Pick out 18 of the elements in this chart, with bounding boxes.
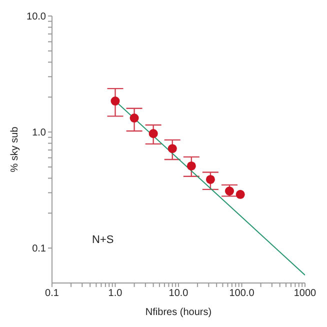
y-tick-label: 10.0 bbox=[26, 12, 46, 23]
y-tick-label: 0.1 bbox=[32, 244, 46, 255]
point bbox=[206, 174, 215, 184]
point bbox=[186, 161, 196, 170]
x-tick-label: 100.0 bbox=[229, 288, 255, 300]
point bbox=[224, 186, 234, 196]
point bbox=[130, 114, 139, 123]
point bbox=[110, 96, 120, 106]
x-axis-title: Nfibres (hours) bbox=[145, 307, 212, 318]
y-tick-label: 1.0 bbox=[32, 128, 46, 139]
point bbox=[168, 144, 177, 154]
x-tick-label: 10.0 bbox=[168, 288, 189, 300]
x-tick-label: 1.0 bbox=[108, 288, 123, 300]
point bbox=[148, 129, 158, 138]
x-tick-label: 0.1 bbox=[45, 288, 60, 300]
y-axis-title: % sky sub bbox=[10, 126, 21, 172]
x-tick-label: 1000 bbox=[294, 288, 317, 300]
annotation: N+S bbox=[92, 234, 114, 246]
